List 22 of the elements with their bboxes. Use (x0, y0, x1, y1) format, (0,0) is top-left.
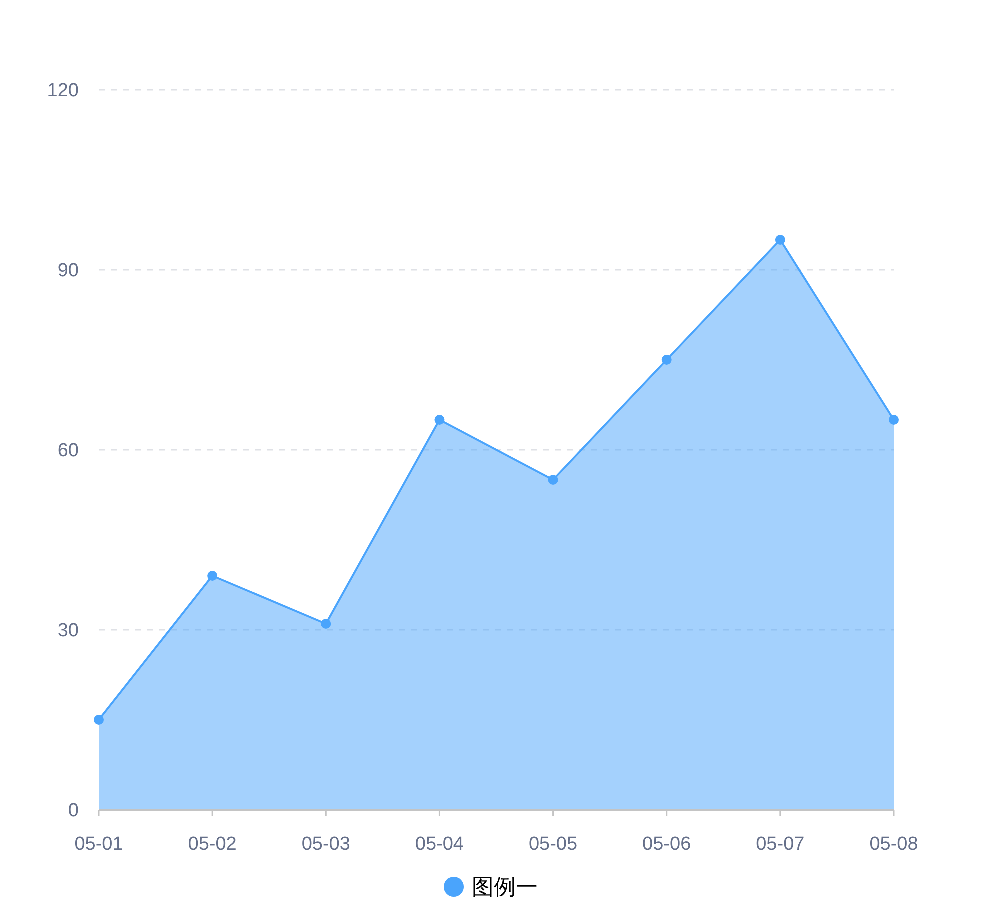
x-tick-label: 05-04 (415, 834, 464, 855)
y-tick-label: 30 (58, 620, 79, 642)
point (775, 235, 786, 245)
y-tick-label: 60 (58, 440, 79, 462)
x-tick-label: 05-01 (74, 834, 124, 855)
y-tick-label: 120 (47, 80, 79, 102)
y-tick-label: 90 (58, 260, 79, 282)
point (94, 715, 104, 725)
point (208, 571, 218, 581)
point (321, 619, 332, 629)
point (662, 355, 672, 365)
x-tick-label: 05-06 (642, 834, 692, 855)
y-tick-label: 0 (68, 800, 79, 822)
x-tick-label: 05-08 (870, 834, 918, 855)
point (548, 475, 558, 485)
x-tick-label: 05-03 (302, 834, 350, 855)
point (889, 415, 899, 425)
x-tick-label: 05-05 (528, 834, 578, 855)
legend-label: 图例一 (472, 874, 538, 900)
point (434, 415, 445, 425)
x-tick-label: 05-02 (188, 834, 237, 855)
x-tick-label: 05-07 (756, 834, 805, 855)
